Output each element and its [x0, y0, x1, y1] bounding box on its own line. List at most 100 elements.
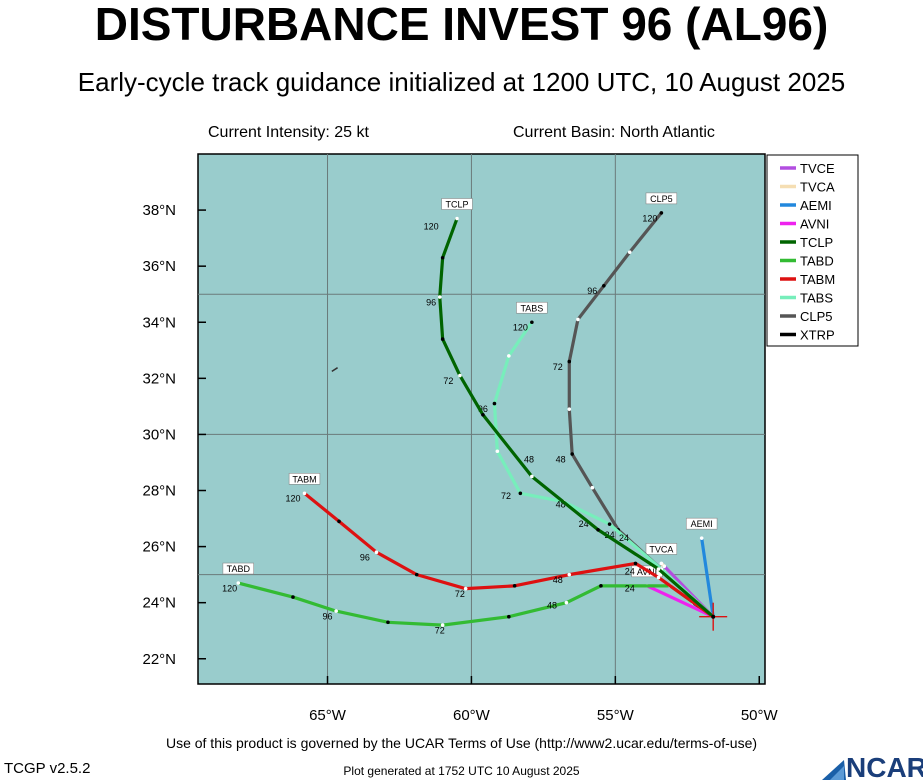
forecast-hour-label: 48 [556, 454, 566, 464]
track-point [334, 609, 338, 613]
track-point [302, 491, 307, 496]
lat-tick-label: 26°N [142, 539, 176, 556]
track-point [492, 401, 497, 406]
track-point [386, 620, 390, 625]
legend: TVCE TVCA AEMI AVNI TCLP TABD TABM TABS CLP5 XTRP [766, 154, 859, 347]
track-point [564, 600, 569, 605]
track-point [414, 572, 419, 577]
forecast-hour-label: 96 [360, 553, 370, 563]
legend-label-xtrp: XTRP [800, 328, 835, 343]
track-point [437, 295, 442, 299]
track-tabd [236, 581, 715, 627]
origin-dot [711, 614, 716, 619]
track-tclp [438, 216, 715, 619]
track-aemi [700, 536, 715, 619]
forecast-hour-label: 96 [426, 297, 436, 307]
terms-of-use: Use of this product is governed by the U… [165, 735, 758, 751]
track-end-label: TABS [520, 303, 543, 313]
track-point [570, 452, 574, 456]
lat-tick-label: 36°N [142, 258, 176, 275]
track-point [656, 567, 661, 571]
track-point [495, 449, 500, 454]
lat-tick-label: 32°N [142, 370, 176, 387]
forecast-hour-label: 48 [553, 575, 563, 585]
forecast-hour-label: 48 [556, 499, 566, 509]
track-point [596, 527, 600, 532]
track-point [567, 572, 572, 577]
track-point [567, 407, 572, 411]
track-point [590, 485, 595, 490]
version-label: TCGP v2.5.2 [4, 760, 91, 777]
track-end-label: AEMI [691, 519, 713, 529]
track-point [662, 564, 667, 569]
track-point [659, 561, 664, 566]
track-point [291, 595, 295, 599]
legend-label-aemi: AEMI [800, 198, 832, 213]
forecast-hour-label: 72 [455, 589, 465, 599]
track-point [463, 586, 468, 591]
legend-label-tabm: TABM [800, 272, 835, 287]
axes: 65°W 60°W 55°W 50°W 22°N 24°N 26°N 28°N 30°N 32°N… [142, 202, 778, 724]
track-point [440, 337, 445, 341]
ocean-area [197, 153, 766, 685]
track-point [530, 320, 534, 325]
forecast-hour-label: 120 [285, 494, 300, 504]
ncar-logo: NCAR [822, 752, 923, 780]
legend-label-avni: AVNI [800, 217, 829, 232]
track-point [440, 623, 445, 627]
lon-tick-label: 60°W [453, 707, 491, 724]
track-tabm [302, 491, 715, 619]
track-end-label: TVCA [649, 544, 673, 554]
generated-timestamp: Plot generated at 1752 UTC 10 August 202… [343, 764, 580, 778]
lat-tick-label: 24°N [142, 595, 176, 612]
track-avni [645, 584, 715, 619]
track-point [530, 474, 534, 479]
current-basin: Current Basin: North Atlantic [513, 124, 715, 141]
legend-label-tclp: TCLP [800, 235, 833, 250]
lat-tick-label: 22°N [142, 651, 176, 668]
track-end-box [645, 192, 678, 205]
lat-tick-label: 38°N [142, 202, 176, 219]
forecast-hour-label: 48 [524, 454, 534, 464]
forecast-hour-label: 120 [424, 222, 439, 232]
track-point [659, 211, 664, 215]
track-point [481, 412, 485, 417]
track-map: AVNI AEMI TVCA 24 48 72 96 120 TABD 24 48 72 96 120 TA… [142, 153, 859, 724]
track-end-label: TABD [227, 564, 251, 574]
track-point [567, 359, 572, 364]
track-end-box [685, 517, 718, 530]
lon-tick-label: 50°W [741, 707, 779, 724]
track-point [518, 491, 523, 496]
forecast-hour-label: 72 [553, 362, 563, 372]
track-end-label: TCLP [446, 199, 469, 209]
forecast-hour-label: 120 [642, 213, 657, 223]
lat-tick-label: 34°N [142, 314, 176, 331]
track-point [656, 575, 661, 580]
track-end-box [441, 198, 473, 210]
track-end-label: TABM [292, 474, 316, 484]
track-end-box [222, 562, 254, 575]
track-point [627, 250, 632, 254]
land-features [331, 367, 338, 372]
forecast-hour-label: 24 [579, 519, 589, 529]
land-bermuda [331, 367, 338, 372]
forecast-hour-label: 48 [547, 600, 557, 610]
track-point [507, 354, 511, 358]
lon-tick-label: 55°W [597, 707, 635, 724]
forecast-hour-label: 24 [625, 567, 635, 577]
track-point [374, 550, 379, 555]
legend-label-clp5: CLP5 [800, 309, 833, 324]
storm-origin-marker [699, 602, 728, 631]
forecast-hour-label: 72 [501, 491, 511, 501]
track-point [607, 522, 612, 526]
track-end-label: CLP5 [650, 194, 673, 204]
lat-tick-label: 28°N [142, 483, 176, 500]
forecast-hour-label: 96 [478, 404, 488, 414]
track-point [699, 536, 704, 540]
forecast-hour-label: 24 [625, 583, 635, 593]
forecast-hour-label: 24 [619, 533, 629, 543]
track-end-box [516, 301, 548, 314]
track-point [599, 584, 603, 588]
track-point [236, 581, 241, 585]
page-title: DISTURBANCE INVEST 96 (AL96) [94, 0, 829, 50]
